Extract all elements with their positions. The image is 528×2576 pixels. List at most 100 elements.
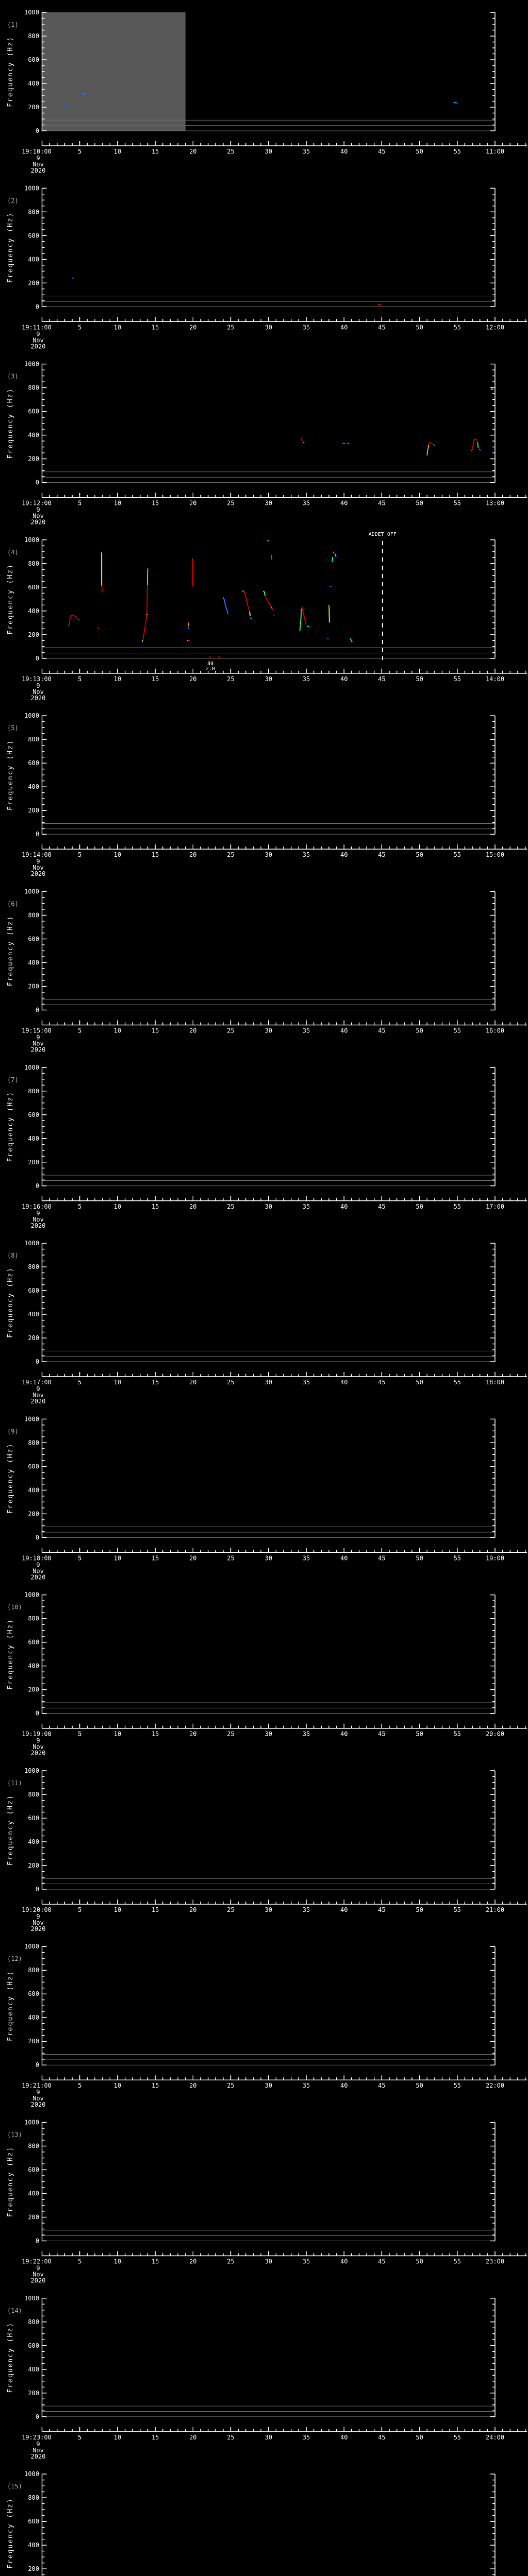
x-tick-label: 35 [303,1379,310,1386]
x-tick-label: 30 [265,1731,272,1738]
x-end-time-label: 14:00 [486,675,504,683]
y-tick-label: 600 [28,1463,39,1470]
x-end-time-label: 15:00 [486,851,504,858]
y-axis-title: Frequency (Hz) [7,739,14,810]
y-tick-label: 200 [28,807,39,814]
y-tick-label: 800 [28,2143,39,2150]
y-tick-label: 200 [28,279,39,286]
x-end-time-label: 16:00 [486,1027,504,1034]
detection-trace [299,608,302,631]
y-tick-label: 600 [28,2166,39,2174]
x-tick-label: 25 [227,675,234,683]
y-axis-title: Frequency (Hz) [7,1794,14,1866]
detection-trace [262,590,266,597]
x-tick-label: 5 [78,324,81,331]
spectrogram-panel-10: 0 200 400 600 800 1000 Frequency (Hz) (10) 5 10 15… [7,1591,527,1757]
x-tick-label: 25 [227,2434,234,2441]
x-start-date-line: Nov [32,1919,44,1926]
x-tick-label: 35 [303,1027,310,1034]
y-tick-label: 600 [28,935,39,942]
x-start-time-label: 19:21:00 [22,2082,52,2089]
y-tick-label: 0 [36,2413,39,2420]
x-start-date-line: 2020 [31,1573,46,1581]
x-tick-label: 30 [265,1554,272,1562]
x-tick-label: 40 [340,1379,348,1386]
y-tick-label: 800 [28,32,39,40]
x-tick-label: 5 [78,2434,81,2441]
detection-trace [267,540,270,542]
x-tick-label: 40 [340,851,348,858]
y-tick-label: 400 [28,256,39,263]
x-tick-label: 10 [114,675,121,683]
y-axis-title: Frequency (Hz) [7,388,14,459]
spectrogram-panel-12: 0 200 400 600 800 1000 Frequency (Hz) (12) 5 10 15… [7,1943,527,2108]
y-tick-label: 200 [28,1862,39,1869]
x-tick-label: 45 [378,148,385,155]
x-start-date-line: 2020 [31,2453,46,2460]
y-tick-label: 0 [36,479,39,486]
panel-number-label: (15) [7,2483,22,2490]
y-tick-label: 600 [28,232,39,239]
y-tick-label: 200 [28,982,39,990]
x-tick-label: 15 [152,675,159,683]
spectrogram-panel-5: 0 200 400 600 800 1000 Frequency (Hz) (5) 5 10 15 2… [7,712,527,877]
x-end-time-label: 13:00 [486,500,504,507]
x-start-date-line: 2020 [31,343,46,350]
panel-number-label: (10) [7,1604,22,1611]
x-tick-label: 30 [265,2258,272,2265]
y-tick-label: 200 [28,2389,39,2397]
x-tick-label: 25 [227,1379,234,1386]
x-tick-label: 20 [189,1554,196,1562]
y-tick-label: 1000 [24,888,39,895]
x-tick-label: 40 [340,2434,348,2441]
x-tick-label: 15 [152,2082,159,2089]
x-tick-label: 5 [78,500,81,507]
x-end-time-label: 18:00 [486,1379,504,1386]
x-tick-label: 10 [114,1379,121,1386]
y-tick-label: 800 [28,208,39,215]
x-tick-label: 25 [227,1731,234,1738]
detection-trace [433,444,436,447]
x-tick-label: 10 [114,2082,121,2089]
y-tick-label: 0 [36,303,39,310]
detection-trace [478,448,481,451]
y-tick-label: 400 [28,1311,39,1318]
y-axis-title: Frequency (Hz) [7,2498,14,2569]
x-tick-label: 15 [152,2434,159,2441]
y-tick-label: 0 [36,127,39,134]
x-tick-label: 15 [152,851,159,858]
y-tick-label: 1000 [24,712,39,719]
x-start-date-line: Nov [32,2447,44,2454]
x-start-time-label: 19:17:00 [22,1379,52,1386]
x-tick-label: 55 [454,2082,461,2089]
x-tick-label: 55 [454,2258,461,2265]
x-tick-label: 50 [416,1554,423,1562]
detection-note-label: 2.0 [206,666,215,672]
x-tick-label: 30 [265,324,272,331]
x-end-time-label: 12:00 [486,324,504,331]
x-tick-label: 15 [152,500,159,507]
x-tick-label: 35 [303,851,310,858]
x-start-date-line: 9 [36,330,40,337]
x-start-time-label: 19:12:00 [22,500,52,507]
x-tick-label: 55 [454,1731,461,1738]
x-tick-label: 20 [189,2258,196,2265]
x-start-date-line: 9 [36,155,40,162]
y-tick-label: 200 [28,1159,39,1166]
y-tick-label: 0 [36,1534,39,1541]
y-axis-title: Frequency (Hz) [7,1970,14,2041]
detection-trace [306,625,310,628]
x-tick-label: 40 [340,1554,348,1562]
detection-trace [334,553,337,557]
panel-number-label: (2) [7,197,19,204]
x-tick-label: 40 [340,675,348,683]
x-tick-label: 50 [416,1203,423,1210]
y-tick-label: 1000 [24,184,39,192]
detection-trace [243,590,251,612]
detection-trace [265,596,274,612]
x-tick-label: 5 [78,1731,81,1738]
x-tick-label: 10 [114,2258,121,2265]
panel-number-label: (14) [7,2307,22,2314]
spectrogram-panel-2: 0 200 400 600 800 1000 Frequency (Hz) (2) 5 10 15 2… [7,184,527,350]
x-start-date-line: Nov [32,513,44,520]
